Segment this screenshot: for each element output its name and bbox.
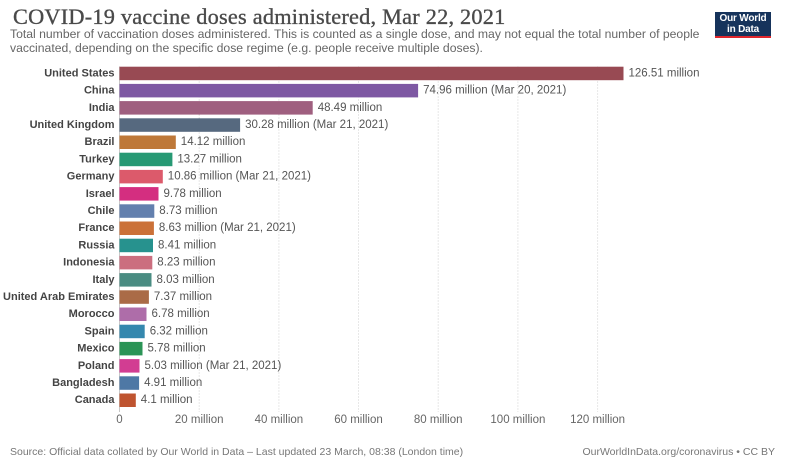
svg-text:Bangladesh: Bangladesh (52, 377, 115, 389)
svg-text:Italy: Italy (92, 274, 115, 286)
svg-text:Canada: Canada (75, 394, 116, 406)
svg-text:0: 0 (116, 414, 122, 426)
svg-text:8.03 million: 8.03 million (157, 274, 215, 286)
svg-text:Indonesia: Indonesia (63, 257, 115, 269)
svg-text:5.03 million (Mar 21, 2021): 5.03 million (Mar 21, 2021) (145, 360, 282, 372)
svg-text:40 million: 40 million (255, 414, 304, 426)
svg-text:10.86 million (Mar 21, 2021): 10.86 million (Mar 21, 2021) (168, 171, 311, 183)
svg-text:126.51 million: 126.51 million (629, 68, 700, 80)
svg-text:14.12 million: 14.12 million (181, 136, 246, 148)
svg-text:China: China (84, 85, 115, 97)
svg-text:74.96 million (Mar 20, 2021): 74.96 million (Mar 20, 2021) (423, 85, 566, 97)
svg-text:20 million: 20 million (175, 414, 224, 426)
svg-text:Brazil: Brazil (85, 136, 115, 148)
svg-text:Turkey: Turkey (79, 153, 115, 165)
svg-text:7.37 million: 7.37 million (154, 291, 212, 303)
svg-text:48.49 million: 48.49 million (318, 102, 383, 114)
svg-text:13.27 million: 13.27 million (177, 153, 242, 165)
svg-text:France: France (78, 222, 114, 234)
svg-text:Spain: Spain (85, 325, 115, 337)
svg-text:80 million: 80 million (414, 414, 463, 426)
svg-text:30.28 million (Mar 21, 2021): 30.28 million (Mar 21, 2021) (245, 119, 388, 131)
svg-text:United States: United States (44, 68, 114, 80)
svg-text:5.78 million: 5.78 million (148, 343, 206, 355)
svg-text:6.32 million: 6.32 million (150, 325, 208, 337)
svg-text:Chile: Chile (88, 205, 115, 217)
svg-text:Morocco: Morocco (69, 308, 115, 320)
svg-text:Russia: Russia (78, 239, 115, 251)
svg-text:United Arab Emirates: United Arab Emirates (3, 291, 114, 303)
svg-text:60 million: 60 million (334, 414, 383, 426)
svg-text:Israel: Israel (86, 188, 115, 200)
svg-text:6.78 million: 6.78 million (152, 308, 210, 320)
svg-text:Germany: Germany (67, 171, 116, 183)
svg-text:Poland: Poland (78, 360, 115, 372)
svg-text:8.23 million: 8.23 million (157, 257, 215, 269)
svg-text:100 million: 100 million (490, 414, 545, 426)
svg-text:India: India (89, 102, 116, 114)
svg-text:8.73 million: 8.73 million (159, 205, 217, 217)
svg-text:4.1 million: 4.1 million (141, 394, 193, 406)
svg-text:Mexico: Mexico (77, 343, 115, 355)
svg-text:8.63 million (Mar 21, 2021): 8.63 million (Mar 21, 2021) (159, 222, 296, 234)
svg-text:120 million: 120 million (570, 414, 625, 426)
svg-text:8.41 million: 8.41 million (158, 239, 216, 251)
svg-text:4.91 million: 4.91 million (144, 377, 202, 389)
svg-text:9.78 million: 9.78 million (164, 188, 222, 200)
svg-text:United Kingdom: United Kingdom (30, 119, 115, 131)
